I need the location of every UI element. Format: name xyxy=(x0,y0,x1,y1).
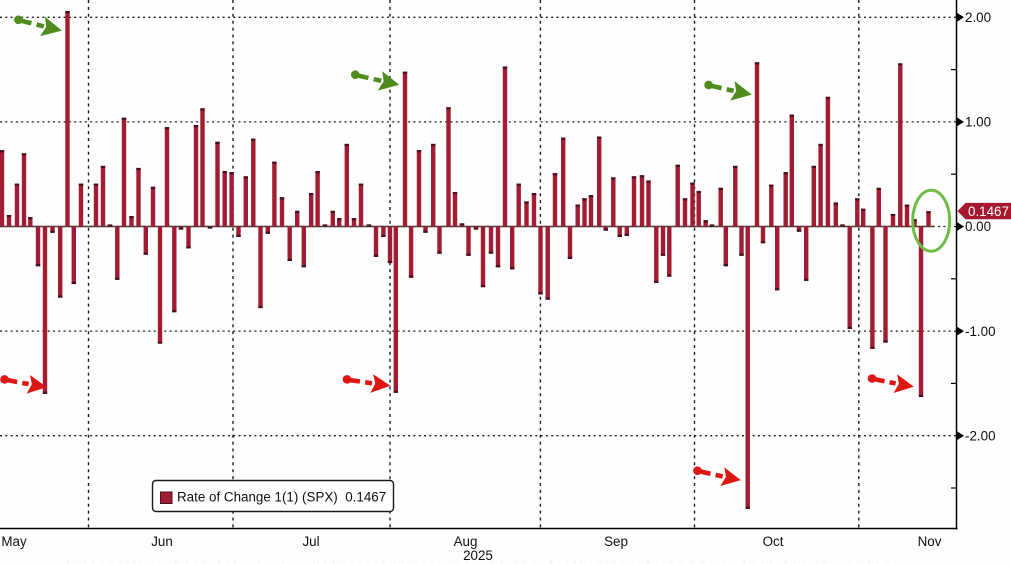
svg-text:1.00: 1.00 xyxy=(965,115,991,130)
svg-text:May: May xyxy=(1,534,27,549)
svg-text:2.00: 2.00 xyxy=(965,10,991,25)
svg-text:Rate of Change 1(1) (SPX) 0.1: Rate of Change 1(1) (SPX) 0.1467 xyxy=(177,490,386,505)
svg-text:2025: 2025 xyxy=(463,548,493,563)
svg-text:Jul: Jul xyxy=(302,534,319,549)
svg-text:Aug: Aug xyxy=(454,534,478,549)
svg-text:-2.00: -2.00 xyxy=(965,428,996,443)
svg-text:Oct: Oct xyxy=(763,534,784,549)
svg-text:0.1467: 0.1467 xyxy=(968,204,1009,219)
svg-text:Nov: Nov xyxy=(918,534,942,549)
svg-text:0.00: 0.00 xyxy=(965,219,991,234)
svg-text:Jun: Jun xyxy=(151,534,173,549)
svg-text:Sep: Sep xyxy=(604,534,628,549)
svg-text:-1.00: -1.00 xyxy=(965,324,996,339)
